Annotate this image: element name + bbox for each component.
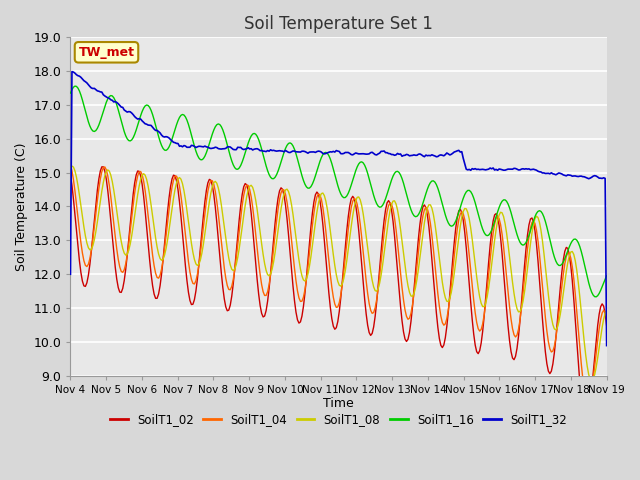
SoilT1_04 bbox=[301, 287, 308, 293]
SoilT1_08 bbox=[303, 276, 310, 282]
SoilT1_16 bbox=[303, 184, 310, 190]
SoilT1_02 bbox=[228, 293, 236, 299]
SoilT1_02 bbox=[255, 291, 262, 297]
SoilT1_02 bbox=[67, 171, 74, 177]
SoilT1_04 bbox=[573, 308, 580, 314]
SoilT1_02 bbox=[575, 359, 582, 365]
SoilT1_08 bbox=[134, 192, 141, 198]
SoilT1_02 bbox=[603, 323, 611, 328]
SoilT1_08 bbox=[603, 308, 611, 313]
SoilT1_16 bbox=[575, 240, 582, 245]
SoilT1_32 bbox=[246, 146, 253, 152]
SoilT1_04 bbox=[603, 315, 611, 321]
SoilT1_32 bbox=[603, 343, 611, 348]
SoilT1_02 bbox=[303, 275, 310, 280]
SoilT1_32 bbox=[575, 174, 582, 180]
SoilT1_02 bbox=[98, 164, 106, 170]
SoilT1_08 bbox=[68, 163, 76, 169]
SoilT1_04 bbox=[584, 398, 591, 404]
Line: SoilT1_02: SoilT1_02 bbox=[70, 167, 607, 422]
SoilT1_04 bbox=[227, 287, 234, 293]
Line: SoilT1_04: SoilT1_04 bbox=[70, 165, 607, 401]
SoilT1_02 bbox=[246, 197, 253, 203]
SoilT1_32 bbox=[303, 149, 310, 155]
SoilT1_32 bbox=[134, 116, 141, 122]
SoilT1_04 bbox=[253, 245, 261, 251]
SoilT1_04 bbox=[67, 162, 74, 168]
SoilT1_16 bbox=[67, 90, 74, 96]
Line: SoilT1_08: SoilT1_08 bbox=[70, 166, 607, 381]
SoilT1_16 bbox=[255, 137, 262, 143]
SoilT1_04 bbox=[244, 182, 252, 188]
X-axis label: Time: Time bbox=[323, 397, 354, 410]
SoilT1_32 bbox=[255, 146, 262, 152]
Y-axis label: Soil Temperature (C): Soil Temperature (C) bbox=[15, 142, 28, 271]
SoilT1_16 bbox=[71, 83, 79, 89]
Line: SoilT1_16: SoilT1_16 bbox=[70, 86, 607, 297]
SoilT1_02 bbox=[134, 168, 141, 174]
SoilT1_16 bbox=[228, 158, 236, 164]
SoilT1_08 bbox=[228, 266, 236, 272]
SoilT1_08 bbox=[255, 217, 262, 223]
Line: SoilT1_32: SoilT1_32 bbox=[70, 72, 607, 346]
SoilT1_16 bbox=[246, 136, 253, 142]
SoilT1_08 bbox=[67, 165, 74, 171]
SoilT1_08 bbox=[246, 183, 253, 189]
SoilT1_02 bbox=[582, 419, 589, 425]
SoilT1_32 bbox=[67, 271, 74, 277]
SoilT1_08 bbox=[588, 378, 596, 384]
Text: TW_met: TW_met bbox=[79, 46, 134, 59]
SoilT1_32 bbox=[68, 69, 76, 74]
SoilT1_04 bbox=[132, 180, 140, 186]
Title: Soil Temperature Set 1: Soil Temperature Set 1 bbox=[244, 15, 433, 33]
SoilT1_16 bbox=[134, 122, 141, 128]
SoilT1_16 bbox=[593, 294, 600, 300]
Legend: SoilT1_02, SoilT1_04, SoilT1_08, SoilT1_16, SoilT1_32: SoilT1_02, SoilT1_04, SoilT1_08, SoilT1_… bbox=[105, 408, 572, 431]
SoilT1_08 bbox=[575, 279, 582, 285]
SoilT1_32 bbox=[228, 145, 236, 151]
SoilT1_16 bbox=[603, 273, 611, 278]
